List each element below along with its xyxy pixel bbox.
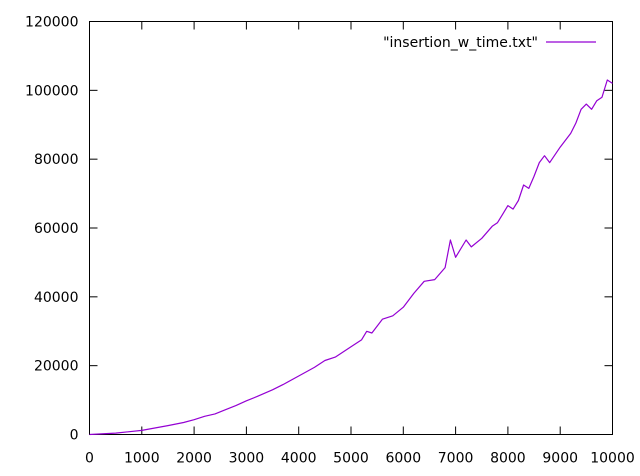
- legend-label: "insertion_w_time.txt": [383, 35, 538, 51]
- x-tick-label: 8000: [490, 451, 526, 467]
- y-tick-label: 40000: [34, 290, 79, 306]
- x-tick-label: 2000: [176, 451, 212, 467]
- x-tick-label: 1000: [124, 451, 160, 467]
- x-tick-label: 10000: [590, 451, 635, 467]
- x-tick-label: 6000: [385, 451, 421, 467]
- y-tick-labels: 0 20000 40000 60000 80000 100000 120000: [25, 15, 78, 444]
- x-tick-label: 9000: [542, 451, 578, 467]
- x-tick-label: 5000: [333, 451, 369, 467]
- series-layer: [89, 79, 613, 436]
- y-tick-label: 80000: [34, 152, 79, 168]
- y-tick-label: 20000: [34, 359, 79, 375]
- x-tick-labels: 0 1000 2000 3000 4000 5000 6000 7000 8000 9000 100…: [85, 451, 635, 467]
- plot-frame: [89, 21, 613, 435]
- x-tick-label: 7000: [438, 451, 474, 467]
- axis-ticks: [89, 21, 613, 435]
- y-tick-label: 60000: [34, 221, 79, 237]
- y-tick-label: 0: [70, 428, 79, 444]
- series-line: [89, 79, 613, 436]
- x-tick-label: 0: [85, 451, 94, 467]
- x-tick-label: 4000: [281, 451, 317, 467]
- legend: "insertion_w_time.txt": [383, 35, 596, 51]
- y-tick-label: 120000: [25, 15, 78, 31]
- x-tick-label: 3000: [229, 451, 265, 467]
- y-tick-label: 100000: [25, 83, 78, 99]
